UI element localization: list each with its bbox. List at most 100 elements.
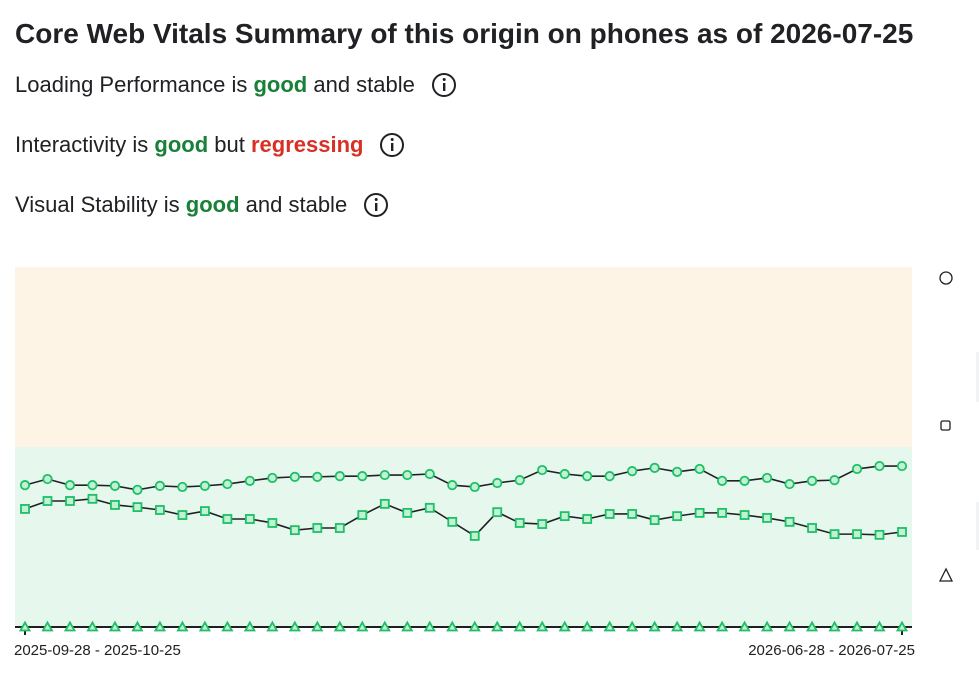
legend-box — [976, 352, 979, 402]
point — [401, 620, 414, 632]
point — [672, 511, 683, 522]
point — [558, 620, 571, 632]
point — [806, 475, 818, 486]
point — [289, 471, 300, 482]
point — [87, 480, 98, 491]
summary-text: Loading Performance is — [15, 72, 254, 97]
point — [514, 475, 525, 486]
point — [42, 496, 53, 506]
point — [537, 464, 548, 476]
point — [559, 511, 570, 522]
legend-icon — [939, 271, 953, 285]
point — [581, 620, 594, 632]
point — [176, 620, 189, 632]
point — [334, 523, 345, 533]
point — [694, 507, 705, 518]
point — [86, 620, 99, 632]
point — [19, 480, 31, 491]
point — [895, 620, 909, 632]
point — [424, 468, 435, 480]
point — [627, 509, 638, 519]
legend-icons — [938, 271, 979, 582]
x-tick-label: 2025-09-28 - 2025-10-25 — [14, 642, 181, 659]
point — [852, 529, 862, 540]
info-icon[interactable] — [431, 72, 457, 98]
info-icon[interactable] — [363, 192, 389, 218]
point — [897, 527, 907, 537]
point — [109, 480, 121, 491]
point — [604, 471, 615, 482]
point — [738, 620, 751, 632]
point — [402, 469, 413, 481]
point — [717, 507, 728, 518]
point — [312, 471, 323, 482]
point — [243, 620, 256, 632]
status-text: good — [154, 132, 209, 157]
point — [222, 514, 233, 524]
point — [603, 620, 616, 632]
info-icon[interactable] — [379, 132, 405, 158]
point — [514, 518, 525, 528]
summary-line: Loading Performance is good and stable — [15, 72, 457, 98]
point — [198, 620, 211, 632]
summary-text: but — [208, 132, 251, 157]
point — [739, 475, 750, 486]
point — [716, 620, 729, 632]
point — [492, 507, 503, 518]
point — [42, 473, 53, 485]
point — [266, 620, 279, 632]
summary-line: Interactivity is good but regressing — [15, 132, 405, 158]
legend-icon — [940, 420, 951, 431]
point — [41, 620, 54, 632]
page-title: Core Web Vitals Summary of this origin o… — [15, 18, 914, 49]
legend-box — [976, 502, 979, 550]
point — [378, 620, 391, 632]
point — [784, 478, 795, 490]
point — [469, 531, 480, 541]
summary-text: Visual Stability is — [15, 192, 186, 217]
point — [312, 523, 323, 533]
point — [402, 507, 413, 518]
point — [491, 620, 504, 632]
point — [829, 529, 840, 540]
summary-text: Interactivity is — [15, 132, 155, 157]
point — [851, 463, 863, 475]
point — [671, 620, 684, 632]
point — [289, 525, 300, 536]
point — [739, 510, 750, 520]
point — [177, 510, 188, 520]
summary-line: Visual Stability is good and stable — [15, 192, 389, 218]
point — [87, 493, 98, 504]
point — [536, 620, 549, 632]
point — [155, 505, 165, 515]
point — [783, 620, 796, 632]
point — [199, 480, 210, 491]
point — [761, 620, 774, 632]
series-line — [24, 465, 902, 491]
point — [762, 513, 772, 523]
point — [672, 466, 683, 477]
point — [468, 620, 481, 632]
x-tick-label: 2026-06-28 - 2026-07-25 — [748, 642, 915, 659]
point — [649, 515, 660, 525]
point — [559, 468, 570, 480]
point — [356, 620, 369, 632]
point — [648, 620, 661, 632]
point — [110, 500, 120, 510]
band — [15, 267, 912, 447]
point — [244, 514, 255, 524]
summary-text: and stable — [239, 192, 348, 217]
point — [63, 620, 77, 632]
point — [267, 472, 278, 484]
plot: 2025-09-28 - 2025-10-25 2026-06-28 - 2026… — [14, 267, 915, 659]
point — [604, 509, 615, 519]
point — [469, 481, 480, 493]
point — [784, 516, 795, 527]
series-line — [24, 498, 903, 537]
point — [222, 478, 233, 490]
point — [626, 620, 639, 632]
point — [627, 466, 638, 477]
point — [311, 620, 324, 632]
